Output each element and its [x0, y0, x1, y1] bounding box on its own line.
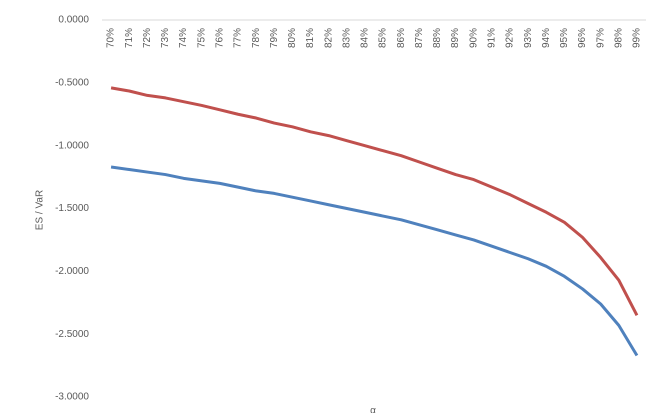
x-tick-label: 95% — [559, 28, 570, 48]
x-tick-label: 82% — [323, 28, 334, 48]
x-tick-label: 93% — [523, 28, 534, 48]
x-tick-label: 96% — [577, 28, 588, 48]
y-tick-label: -1.5000 — [55, 203, 89, 214]
x-tick-label: 78% — [251, 28, 262, 48]
x-tick-label: 72% — [142, 28, 153, 48]
x-tick-label: 77% — [233, 28, 244, 48]
x-tick-label: 83% — [341, 28, 352, 48]
x-tick-label: 79% — [269, 28, 280, 48]
y-axis-title: ES / VaR — [35, 190, 46, 230]
y-tick-label: -1.0000 — [55, 140, 89, 151]
x-tick-label: 81% — [305, 28, 316, 48]
x-tick-label: 84% — [360, 28, 371, 48]
y-tick-label: 0.0000 — [58, 15, 89, 26]
series-line — [110, 86, 639, 317]
x-tick-label: 85% — [378, 28, 389, 48]
x-tick-label: 92% — [505, 28, 516, 48]
x-tick-label: 94% — [541, 28, 552, 48]
x-tick-label: 71% — [124, 28, 135, 48]
x-axis-title: α — [370, 406, 376, 413]
x-tick-label: 75% — [196, 28, 207, 48]
x-tick-label: 86% — [396, 28, 407, 48]
x-tick-label: 70% — [106, 28, 117, 48]
x-tick-label: 98% — [613, 28, 624, 48]
x-tick-label: 73% — [160, 28, 171, 48]
y-tick-label: -2.5000 — [55, 329, 89, 340]
x-tick-label: 89% — [450, 28, 461, 48]
y-tick-label: -2.0000 — [55, 266, 89, 277]
y-tick-label: -3.0000 — [55, 392, 89, 403]
y-tick-label: -0.5000 — [55, 77, 89, 88]
x-tick-label: 88% — [432, 28, 443, 48]
x-tick-label: 87% — [414, 28, 425, 48]
x-tick-label: 90% — [468, 28, 479, 48]
series-line — [110, 165, 639, 357]
x-tick-label: 74% — [178, 28, 189, 48]
x-tick-label: 97% — [595, 28, 606, 48]
x-tick-label: 80% — [287, 28, 298, 48]
x-tick-label: 91% — [487, 28, 498, 48]
x-tick-label: 76% — [215, 28, 226, 48]
x-tick-label: 99% — [632, 28, 643, 48]
